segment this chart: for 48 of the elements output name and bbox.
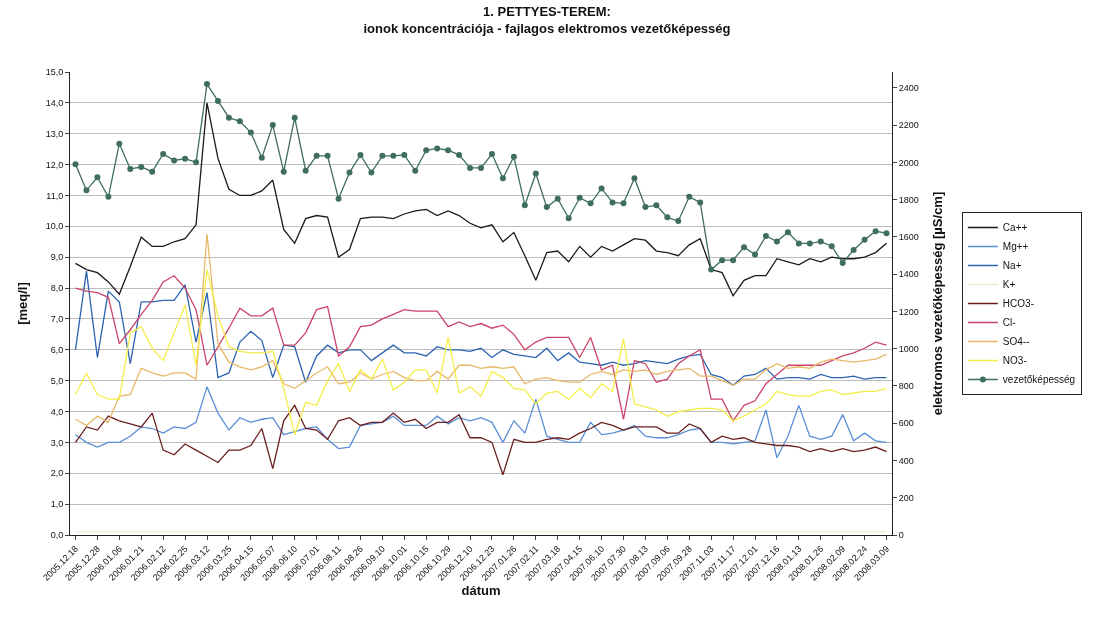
legend-label: Mg++ [1002,241,1029,253]
y-tick-label: 3,0 [50,437,64,448]
x-axis-title: dátum [461,582,501,598]
y2-tick-label: 1200 [898,306,919,317]
y2-tick-label: 400 [898,455,914,466]
legend-label: HCO3- [1002,298,1034,310]
legend-label: NO3- [1002,355,1027,367]
y2-tick-label: 1000 [898,343,919,354]
y-tick-label: 8,0 [50,283,64,294]
line-series [74,270,888,386]
line-series [74,102,888,297]
y2-tick-label: 2000 [898,157,919,168]
y-tick-label: 9,0 [50,252,64,263]
y2-tick-label: 600 [898,418,914,429]
y2-tick-label: 200 [898,492,914,503]
legend-label: vezetőképesség [1002,374,1076,386]
y-tick-label: 14,0 [45,98,64,109]
y2-tick-label: 1600 [898,232,919,243]
y2-tick-label: 2400 [898,82,919,93]
chart-subtitle: ionok koncentrációja - fajlagos elektromos vezetőképesség [363,20,731,36]
y-tick-label: 6,0 [50,344,64,355]
y-axis-title: [meq/l] [14,282,30,325]
legend-label: K+ [1002,279,1016,291]
y-tick-label: 13,0 [45,128,64,139]
y-tick-label: 10,0 [45,221,64,232]
y2-tick-label: 1800 [898,194,919,205]
legend-label: Ca++ [1002,222,1028,234]
y-tick-label: 1,0 [50,499,64,510]
y-tick-label: 2,0 [50,468,64,479]
line-series [74,233,888,427]
y2-tick-label: 2200 [898,120,919,131]
legend-label: Cl- [1002,317,1016,329]
chart-title: 1. PETTYES-TEREM: [483,3,611,19]
y-tick-label: 4,0 [50,406,64,417]
y-tick-label: 5,0 [50,375,64,386]
y2-tick-label: 0 [898,530,904,541]
legend-label: SO4-- [1002,336,1030,348]
y2-axis-title: elektromos vezetőképesség [µS/cm] [930,191,946,416]
y2-tick-label: 1400 [898,269,919,280]
y-tick-label: 7,0 [50,314,64,325]
y-tick-label: 12,0 [45,159,64,170]
y-tick-label: 11,0 [46,190,64,201]
legend-label: Na+ [1002,260,1022,272]
line-series [74,386,888,459]
y-tick-label: 0,0 [50,530,64,541]
y2-tick-label: 800 [898,381,914,392]
line-series [74,404,888,476]
y-tick-label: 15,0 [45,67,64,78]
